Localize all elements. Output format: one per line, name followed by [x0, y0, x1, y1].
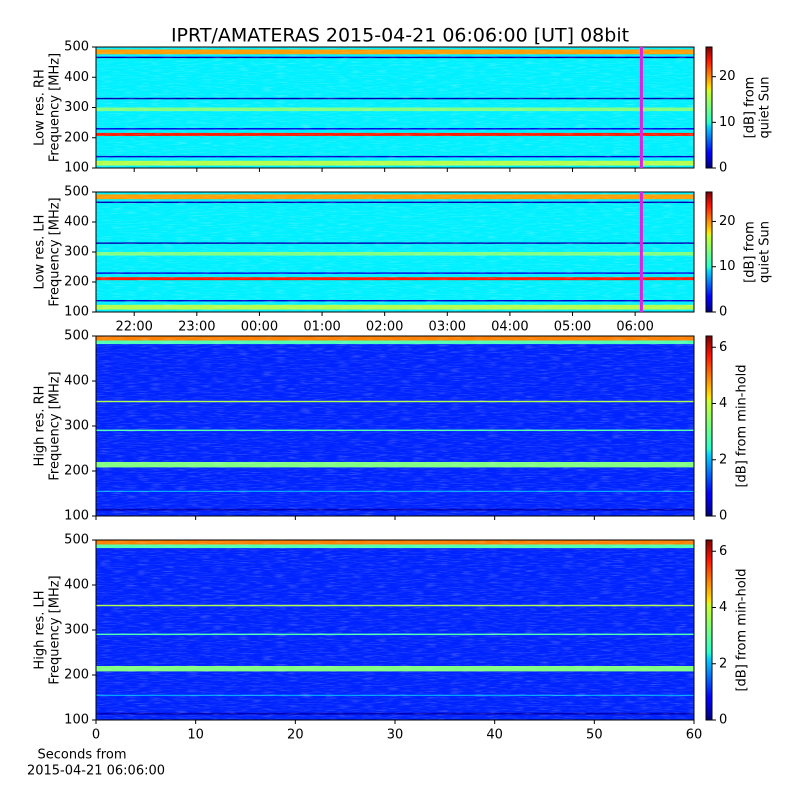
y-tick-label: 500 — [64, 40, 89, 55]
x-tick-label: 23:00 — [178, 320, 215, 335]
colorbar-label: quiet Sun — [758, 221, 773, 283]
y-axis-label: Frequency [MHz] — [48, 197, 63, 306]
colorbar-label: [dB] from — [743, 221, 758, 283]
y-tick-label: 300 — [64, 100, 89, 115]
colorbar-tick-label: 4 — [719, 600, 727, 615]
x-axis-label: Seconds from — [37, 748, 126, 763]
y-tick-label: 300 — [64, 245, 89, 260]
y-axis-label: Frequency [MHz] — [48, 575, 63, 684]
colorbar-tick-label: 4 — [719, 396, 727, 411]
x-tick-label: 05:00 — [554, 320, 591, 335]
colorbar-tick-label: 2 — [719, 452, 727, 467]
y-axis-label: High res. LH — [33, 590, 48, 669]
spectrogram — [96, 540, 694, 720]
y-tick-label: 400 — [64, 374, 89, 389]
y-axis-label: Frequency [MHz] — [48, 371, 63, 480]
colorbar-tick-label: 6 — [719, 544, 727, 559]
y-tick-label: 400 — [64, 578, 89, 593]
spectrogram-texture — [96, 192, 694, 312]
colorbar-tick-label: 6 — [719, 340, 727, 355]
colorbar-tick-label: 10 — [719, 115, 736, 130]
colorbar-tick-label: 2 — [719, 656, 727, 671]
colorbar-tick-label: 0 — [719, 161, 727, 176]
y-tick-label: 200 — [64, 130, 89, 145]
colorbar-tick-label: 20 — [719, 69, 736, 84]
y-tick-label: 300 — [64, 623, 89, 638]
colorbar-label: [dB] from min-hold — [735, 568, 750, 691]
y-axis-label: Frequency [MHz] — [48, 53, 63, 162]
y-tick-label: 100 — [64, 713, 89, 728]
x-tick-label: 06:00 — [616, 320, 653, 335]
colorbar-label: [dB] from — [743, 77, 758, 139]
figure-title: IPRT/AMATERAS 2015-04-21 06:06:00 [UT] 0… — [171, 25, 629, 47]
spectrogram — [96, 192, 694, 312]
x-tick-label: 0 — [92, 728, 100, 743]
x-tick-label: 00:00 — [241, 320, 278, 335]
spectrogram-texture — [96, 540, 694, 720]
x-tick-label: 04:00 — [491, 320, 528, 335]
colorbar — [705, 46, 713, 169]
y-tick-label: 500 — [64, 185, 89, 200]
colorbar-tick-label: 0 — [719, 713, 727, 728]
colorbar — [705, 191, 713, 313]
x-tick-label: 60 — [686, 728, 703, 743]
colorbar — [705, 539, 713, 721]
y-tick-label: 200 — [64, 464, 89, 479]
y-tick-label: 100 — [64, 161, 89, 176]
colorbar — [705, 335, 713, 517]
y-tick-label: 300 — [64, 419, 89, 434]
y-tick-label: 200 — [64, 275, 89, 290]
colorbar-label: [dB] from min-hold — [735, 364, 750, 487]
y-tick-label: 500 — [64, 329, 89, 344]
x-tick-label: 10 — [187, 728, 204, 743]
x-tick-label: 01:00 — [303, 320, 340, 335]
x-tick-label: 03:00 — [429, 320, 466, 335]
y-tick-label: 400 — [64, 215, 89, 230]
spectrogram — [96, 47, 694, 168]
x-tick-label: 50 — [586, 728, 603, 743]
x-tick-label: 20 — [287, 728, 304, 743]
x-tick-label: 40 — [486, 728, 503, 743]
y-axis-label: Low res. RH — [33, 69, 48, 146]
spectrogram — [96, 336, 694, 516]
y-tick-label: 400 — [64, 70, 89, 85]
x-tick-label: 30 — [387, 728, 404, 743]
spectrogram-texture — [96, 47, 694, 168]
colorbar-tick-label: 0 — [719, 509, 727, 524]
colorbar-tick-label: 20 — [719, 214, 736, 229]
y-tick-label: 100 — [64, 305, 89, 320]
y-axis-label: High res. RH — [33, 386, 48, 467]
spectrogram-texture — [96, 336, 694, 516]
y-tick-label: 100 — [64, 509, 89, 524]
colorbar-tick-label: 0 — [719, 305, 727, 320]
x-tick-label: 02:00 — [366, 320, 403, 335]
x-tick-label: 22:00 — [115, 320, 152, 335]
colorbar-tick-label: 10 — [719, 259, 736, 274]
y-tick-label: 500 — [64, 533, 89, 548]
y-axis-label: Low res. LH — [33, 215, 48, 290]
colorbar-label: quiet Sun — [758, 76, 773, 138]
x-axis-label: 2015-04-21 06:06:00 — [27, 764, 165, 779]
y-tick-label: 200 — [64, 668, 89, 683]
